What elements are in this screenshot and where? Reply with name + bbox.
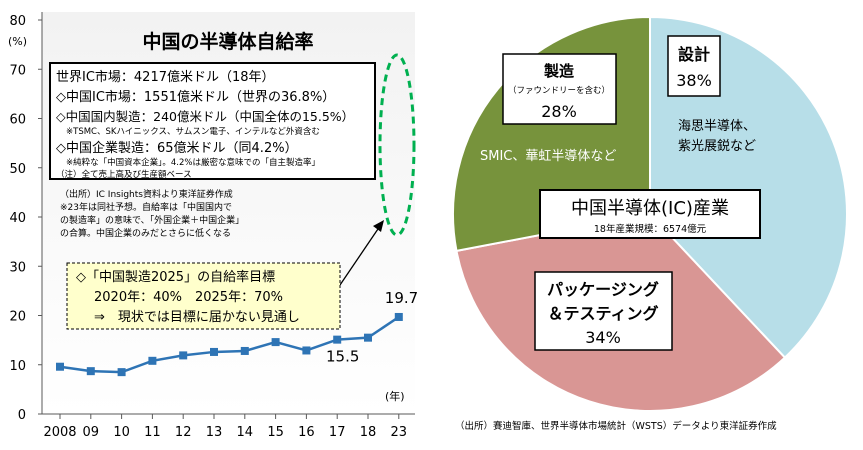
data-label-2018: 15.5 [326, 348, 359, 366]
series-points [56, 312, 403, 377]
data-point [271, 338, 280, 347]
data-point [117, 368, 126, 377]
design-examples-1: 海思半導体、 [678, 119, 756, 134]
design-label-box [667, 35, 721, 97]
design-label-title: 設計 [678, 45, 710, 64]
data-point [302, 346, 311, 355]
manufacturing-label-title: 製造 [543, 62, 574, 80]
y-tick-label: 60 [9, 113, 26, 128]
source-note-line-1: （出所）IC Insights資料より東洋証券作成 [60, 188, 233, 200]
y-tick-label: 40 [9, 211, 26, 226]
pie-slice-design [649, 15, 848, 360]
x-tick-label: 2008 [43, 425, 76, 440]
x-tick-label: 23 [391, 425, 408, 440]
info-line-3-note: ※TSMC、SKハイニックス、サムスン電子、インテルなど外資含む [66, 126, 320, 137]
y-tick-label: 30 [9, 260, 26, 275]
x-tick-label: 09 [83, 425, 100, 440]
target-arrow-head [373, 220, 384, 232]
line-chart: (%) 0 10 20 30 40 50 60 70 80 2008 09 10 11 12 13 14 15… [8, 12, 418, 440]
target-box: ◇「中国製造2025」の自給率目標 2020年：40% 2025年：70% ⇒ … [66, 262, 341, 330]
x-tick-label: 16 [298, 425, 315, 440]
source-note-line-2: ※23年は同社予想。自給率は「中国国内で [60, 201, 232, 213]
target-arrow [339, 225, 381, 286]
info-line-3: ◇中国国内製造：240億米ドル（中国全体の15.5%） [56, 109, 354, 124]
x-tick-label: 12 [175, 425, 192, 440]
data-point [240, 346, 249, 355]
line-chart-title: 中国の半導体自給率 [142, 30, 313, 53]
x-tick-label: 14 [237, 425, 254, 440]
center-label-title: 中国半導体(IC)産業 [571, 198, 729, 219]
y-tick-label: 80 [9, 14, 26, 29]
manufacturing-label-pct: 28% [541, 102, 577, 121]
info-line-4: ◇中国企業製造：65億米ドル（同4.2%） [56, 140, 298, 156]
x-tick-label: 11 [144, 425, 161, 440]
x-tick-label: 15 [267, 425, 284, 440]
packaging-label-title-2: ＆テスティング [547, 304, 658, 323]
data-point [148, 356, 157, 365]
data-point [210, 347, 218, 356]
x-axis-ticks: 2008 09 10 11 12 13 14 15 16 17 18 23 [43, 414, 407, 440]
x-axis-unit: (年) [385, 389, 405, 403]
data-point [364, 333, 372, 342]
info-box: 世界IC市場：4217億米ドル（18年） ◇中国IC市場：1551億米ドル（世界… [49, 62, 376, 180]
packaging-label-title-1: パッケージング [547, 280, 659, 299]
center-label-subtitle: 18年産業規模：6574億元 [594, 223, 707, 235]
x-tick-label: 17 [329, 425, 346, 440]
y-tick-label: 10 [9, 359, 26, 374]
design-label-pct: 38% [676, 71, 712, 90]
x-tick-label: 18 [360, 425, 377, 440]
data-point [333, 335, 342, 344]
pie-chart: 設計 38% 海思半導体、 紫光展鋭など 製造 （ファウンドリーを含む） 28%… [452, 15, 848, 432]
target-line-3: ⇒ 現状では目標に届かない見通し [94, 310, 300, 325]
y-tick-label: 0 [18, 408, 26, 423]
target-line-2: 2020年：40% 2025年：70% [94, 290, 283, 305]
data-point [394, 312, 403, 321]
manufacturing-label-box [502, 53, 617, 125]
x-tick-label: 13 [206, 425, 223, 440]
manufacturing-label-sub: （ファウンドリーを含む） [508, 85, 610, 96]
y-tick-label: 70 [9, 63, 26, 78]
y-axis-ticks: 0 10 20 30 40 50 60 70 80 [9, 14, 42, 423]
target-line-1: ◇「中国製造2025」の自給率目標 [76, 269, 275, 285]
y-axis-unit: (%) [8, 35, 27, 48]
y-tick-label: 20 [9, 310, 26, 325]
packaging-label-pct: 34% [585, 328, 621, 347]
data-point [86, 367, 95, 376]
pie-source: （出所）賽迪智庫、世界半導体市場統計（WSTS）データより東洋証券作成 [455, 420, 777, 432]
source-note: （出所）IC Insights資料より東洋証券作成 ※23年は同社予想。自給率は… [60, 188, 244, 239]
data-label-2023: 19.7 [385, 289, 418, 307]
center-label-box [539, 189, 761, 239]
data-point [179, 351, 188, 360]
info-line-1: 世界IC市場：4217億米ドル（18年） [56, 69, 275, 85]
source-note-line-3: の製造率」の意味で、「外国企業＋中国企業」 [60, 214, 244, 226]
y-tick-label: 50 [9, 162, 26, 177]
target-ellipse [378, 53, 416, 237]
design-examples-2: 紫光展鋭など [678, 139, 756, 154]
info-line-2: ◇中国IC市場：1551億米ドル（世界の36.8%） [56, 89, 335, 105]
info-box-frame [49, 62, 376, 180]
info-line-4-note: ※純粋な「中国資本企業」。4.2%は厳密な意味での「自主製造率」 [66, 157, 320, 168]
packaging-label-box [534, 271, 673, 351]
series-line [59, 315, 400, 374]
x-tick-label: 10 [113, 425, 130, 440]
info-line-5: （注）全て売上高及び生産額ベース [56, 169, 192, 180]
source-note-line-4: の合算。中国企業のみだとさらに低くなる [60, 227, 231, 239]
target-box-frame [66, 262, 341, 330]
data-point [56, 362, 64, 371]
manufacturing-examples: SMIC、華虹半導体など [480, 149, 616, 164]
